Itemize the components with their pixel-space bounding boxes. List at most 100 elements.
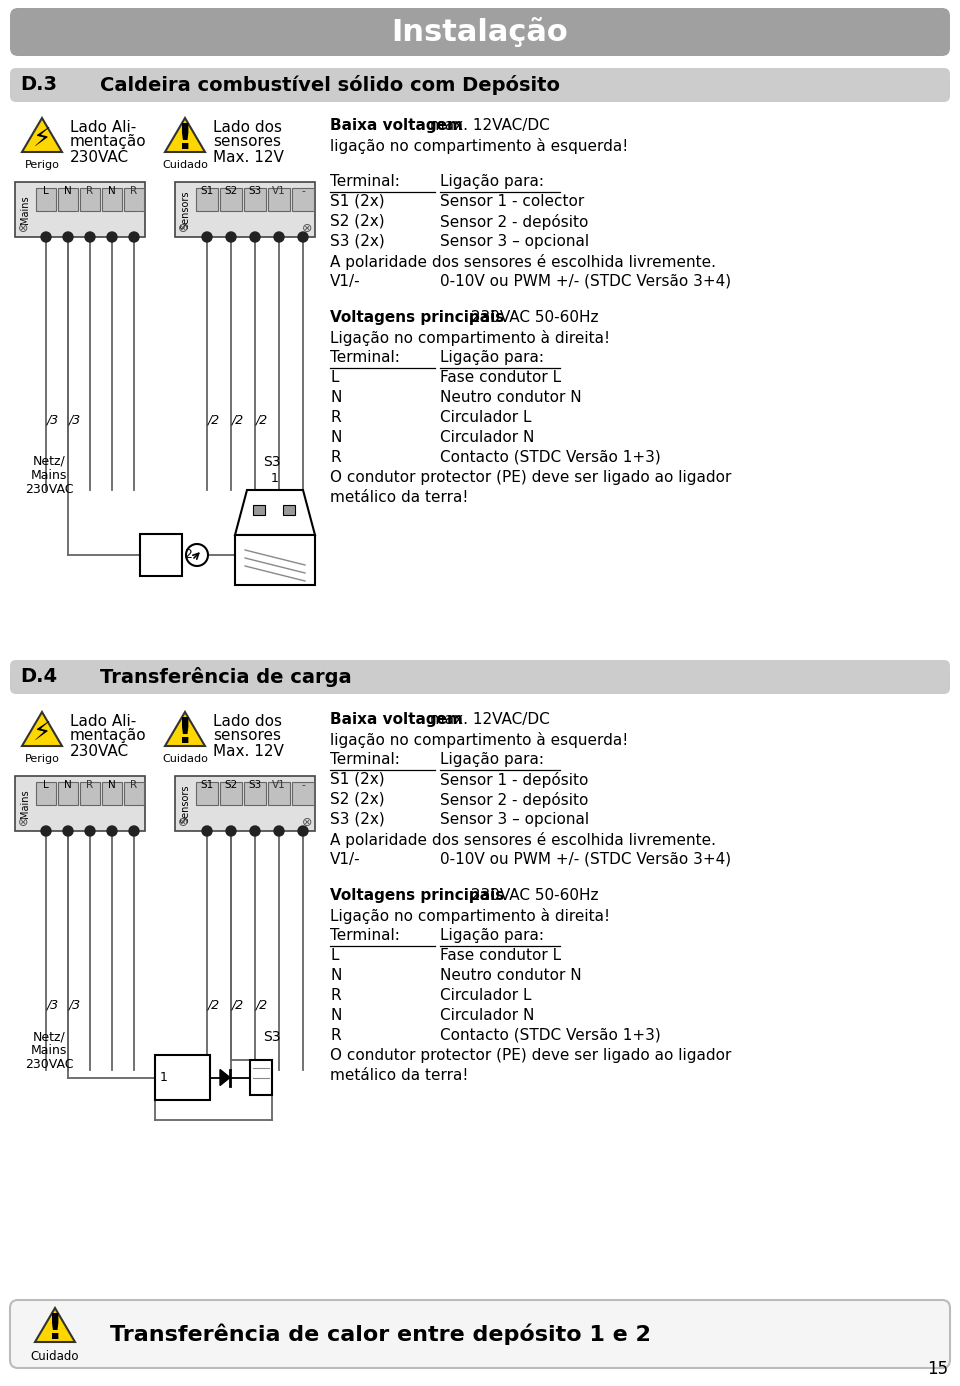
Bar (15, 182, 145, 237)
Text: Ligação no compartimento à direita!: Ligação no compartimento à direita! (330, 330, 610, 346)
Text: S3 (2x): S3 (2x) (330, 812, 385, 827)
FancyBboxPatch shape (10, 8, 950, 55)
Text: 1: 1 (160, 1071, 168, 1084)
Bar (250, 1060, 272, 1095)
Text: S1: S1 (201, 780, 214, 790)
Bar (196, 782, 218, 805)
Text: Mains: Mains (31, 1044, 67, 1058)
Text: S1 (2x): S1 (2x) (330, 772, 385, 787)
Bar (15, 776, 145, 832)
Text: Sensor 2 - depósito: Sensor 2 - depósito (440, 213, 588, 230)
Text: Lado dos: Lado dos (213, 121, 282, 134)
Text: A polaridade dos sensores é escolhida livremente.: A polaridade dos sensores é escolhida li… (330, 832, 716, 848)
Circle shape (298, 231, 308, 243)
Text: N: N (108, 186, 116, 195)
Text: 2: 2 (184, 549, 192, 561)
Text: Lado Ali-: Lado Ali- (70, 714, 136, 729)
Text: Baixa voltagem: Baixa voltagem (330, 118, 463, 133)
Text: Sensor 2 - depósito: Sensor 2 - depósito (440, 791, 588, 808)
Text: S3: S3 (263, 455, 280, 468)
Text: Sensors: Sensors (180, 784, 190, 823)
Text: Ligação para:: Ligação para: (440, 351, 544, 365)
Text: -: - (301, 780, 305, 790)
FancyBboxPatch shape (10, 660, 950, 694)
Circle shape (41, 826, 51, 836)
Text: Perigo: Perigo (25, 754, 60, 764)
Circle shape (202, 231, 212, 243)
Text: Baixa voltagem: Baixa voltagem (330, 712, 463, 728)
Text: 230VAC 50-60Hz: 230VAC 50-60Hz (467, 310, 599, 324)
Text: /2: /2 (208, 998, 220, 1012)
Text: L: L (43, 780, 49, 790)
Text: -: - (301, 186, 305, 195)
Text: Sensors: Sensors (180, 190, 190, 229)
Circle shape (226, 231, 236, 243)
Circle shape (63, 231, 73, 243)
Text: Voltagens principais: Voltagens principais (330, 888, 504, 904)
Text: !: ! (177, 717, 193, 750)
Text: Fase condutor L: Fase condutor L (440, 370, 562, 385)
Text: Max. 12V: Max. 12V (213, 744, 284, 760)
Text: R: R (131, 186, 137, 195)
Polygon shape (165, 712, 205, 746)
Text: S1 (2x): S1 (2x) (330, 194, 385, 209)
Text: /2: /2 (232, 413, 244, 427)
Text: O condutor protector (PE) deve ser ligado ao ligador: O condutor protector (PE) deve ser ligad… (330, 1048, 732, 1063)
Circle shape (85, 231, 95, 243)
Text: R: R (330, 988, 341, 1003)
Circle shape (63, 826, 73, 836)
Circle shape (41, 231, 51, 243)
Circle shape (107, 826, 117, 836)
Text: ⚡: ⚡ (33, 128, 51, 152)
Text: N: N (330, 1008, 342, 1023)
Bar (102, 782, 122, 805)
Bar (102, 187, 122, 211)
Text: R: R (330, 410, 341, 426)
Text: /2: /2 (256, 413, 268, 427)
Text: Ligação no compartimento à direita!: Ligação no compartimento à direita! (330, 908, 610, 924)
Bar (58, 187, 78, 211)
Circle shape (186, 543, 208, 565)
Text: sensores: sensores (213, 134, 281, 150)
Text: Ligação para:: Ligação para: (440, 929, 544, 942)
Text: N: N (330, 430, 342, 445)
Text: Transferência de calor entre depósito 1 e 2: Transferência de calor entre depósito 1 … (110, 1324, 651, 1344)
Circle shape (274, 231, 284, 243)
Text: N: N (330, 389, 342, 405)
Text: A polaridade dos sensores é escolhida livremente.: A polaridade dos sensores é escolhida li… (330, 254, 716, 270)
Text: S3: S3 (263, 1030, 280, 1044)
Text: ⊗: ⊗ (178, 222, 188, 236)
Text: Caldeira combustível sólido com Depósito: Caldeira combustível sólido com Depósito (100, 75, 560, 96)
Bar (140, 534, 182, 577)
FancyBboxPatch shape (10, 1300, 950, 1368)
Text: S3 (2x): S3 (2x) (330, 234, 385, 249)
Text: 230VAC 50-60Hz: 230VAC 50-60Hz (467, 888, 599, 904)
Circle shape (107, 231, 117, 243)
Text: S3: S3 (249, 780, 262, 790)
Text: metálico da terra!: metálico da terra! (330, 491, 468, 505)
Text: 230VAC: 230VAC (70, 150, 130, 165)
Text: Voltagens principais: Voltagens principais (330, 310, 504, 324)
Text: !: ! (47, 1313, 63, 1346)
Text: L: L (43, 186, 49, 195)
Bar (175, 182, 315, 237)
Text: ⊗: ⊗ (301, 222, 312, 236)
Bar (80, 187, 100, 211)
Text: ligação no compartimento à esquerda!: ligação no compartimento à esquerda! (330, 732, 628, 748)
Text: D.3: D.3 (20, 75, 57, 94)
Text: ⊗: ⊗ (18, 222, 29, 236)
Text: Terminal:: Terminal: (330, 929, 400, 942)
Polygon shape (220, 1070, 230, 1085)
Text: Instalação: Instalação (392, 17, 568, 47)
Bar (58, 782, 78, 805)
Text: D.4: D.4 (20, 668, 58, 686)
Bar (292, 782, 314, 805)
Bar (196, 187, 218, 211)
Text: R: R (131, 780, 137, 790)
Text: S2 (2x): S2 (2x) (330, 791, 385, 807)
Text: S2: S2 (225, 186, 238, 195)
Text: Cuidado: Cuidado (31, 1350, 80, 1362)
Text: S3: S3 (249, 186, 262, 195)
Circle shape (226, 826, 236, 836)
Text: mentação: mentação (70, 134, 147, 150)
